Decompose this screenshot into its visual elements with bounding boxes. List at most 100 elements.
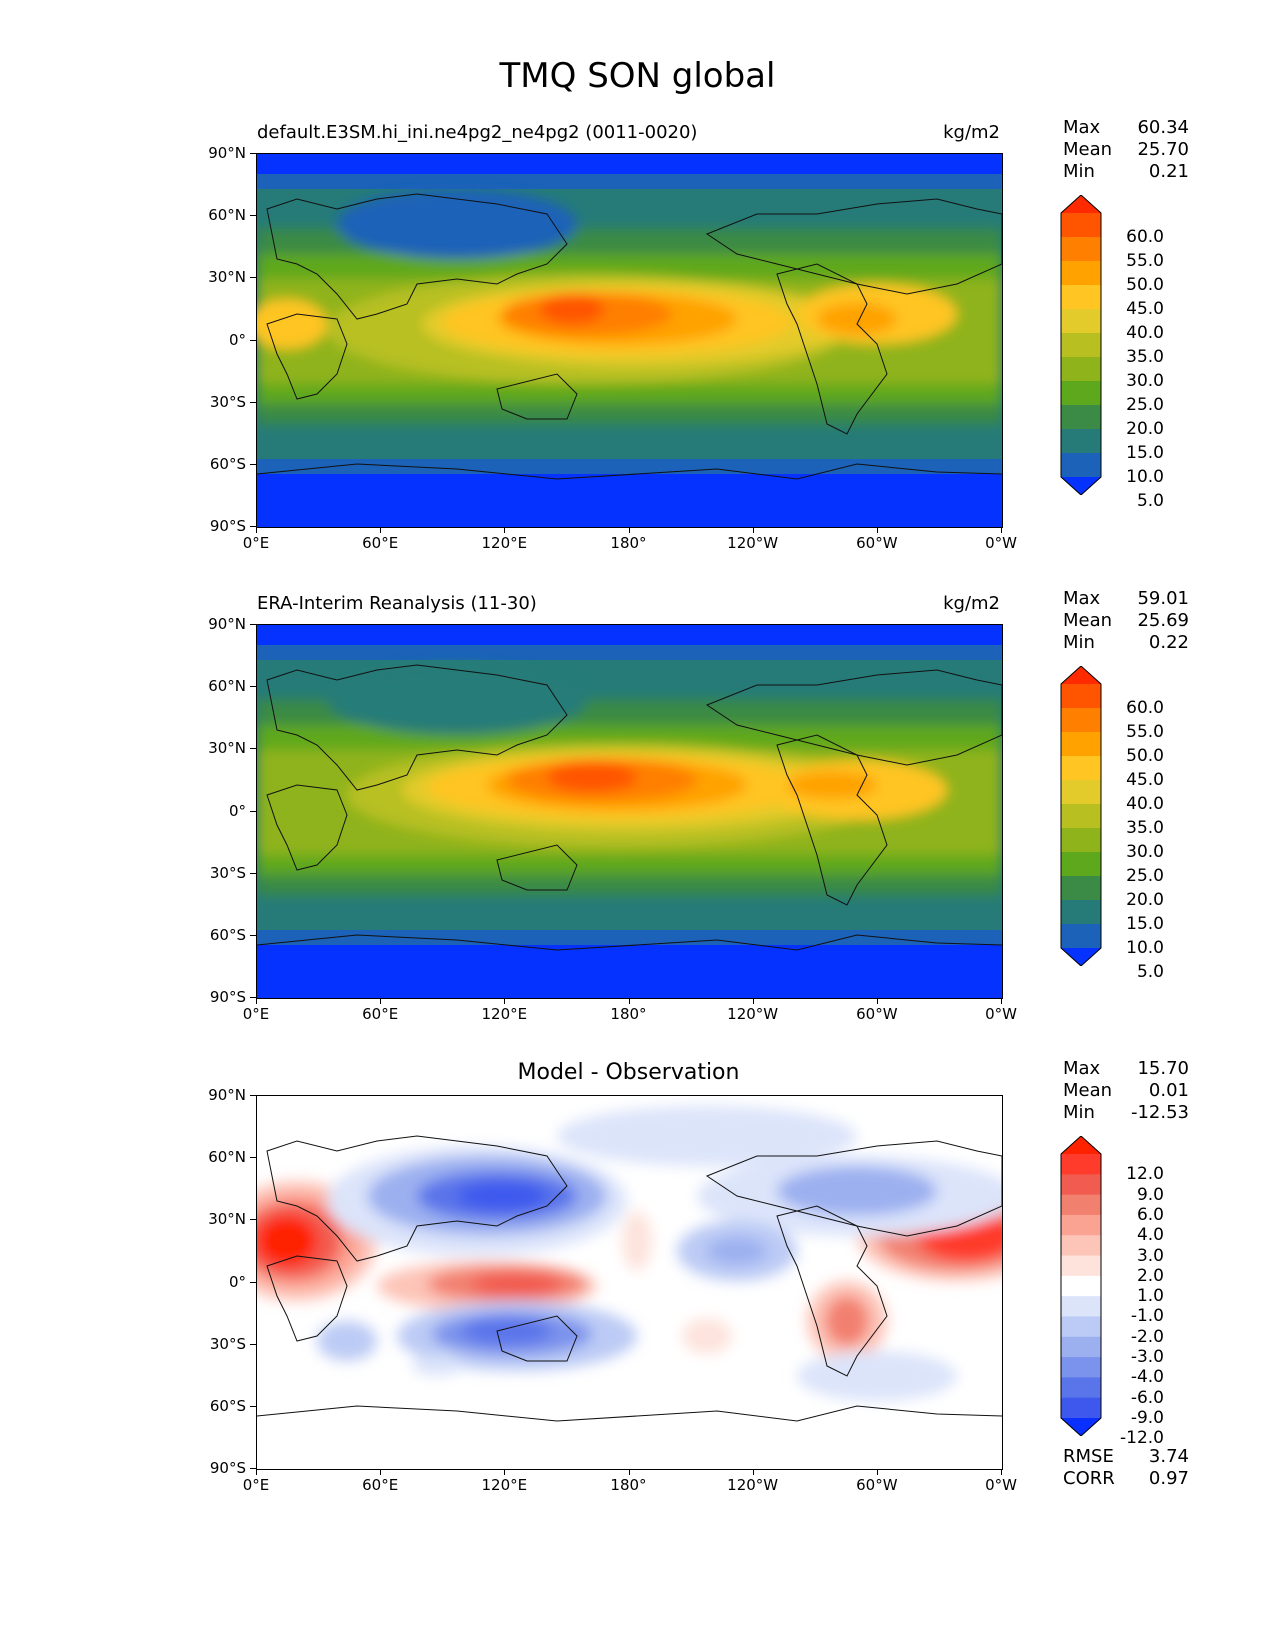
colorbar-diff: 12.0 9.0 6.0 4.0 3.0 2.0 1.0 -1.0 -2.0 -3.0 -4.0 -6… [1060, 1136, 1190, 1447]
colorbar-segment [1061, 453, 1101, 478]
colorbar-label: 2.0 [1136, 1265, 1164, 1286]
colorbar-segment [1061, 237, 1101, 262]
y-tick-mark [250, 1468, 256, 1469]
colorbar-label: 25.0 [1126, 866, 1164, 886]
colorbar-svg [1060, 1136, 1102, 1436]
stat-label-min-model: Min [1063, 161, 1095, 182]
x-tick-mark [628, 1469, 630, 1475]
x-tick-mark [380, 527, 382, 533]
colorbar-label: 60.0 [1126, 698, 1164, 718]
colorbar-outline [1060, 195, 1102, 495]
colorbar-label: 60.0 [1126, 227, 1164, 247]
y-tick-label: 60°N [208, 1148, 246, 1167]
colorbar-segment [1061, 852, 1101, 877]
colorbar-segment [1061, 333, 1101, 358]
y-tick-mark [250, 1219, 256, 1221]
y-tick-mark [250, 1343, 256, 1345]
colorbar-segment [1061, 1296, 1101, 1317]
colorbar-segment [1061, 1235, 1101, 1257]
colorbar-label: -4.0 [1130, 1367, 1164, 1388]
colorbar-label: -12.0 [1120, 1428, 1164, 1449]
stat-value-max-diff: 15.70 [1137, 1058, 1189, 1079]
x-tick-label: 0°W [985, 534, 1017, 552]
x-tick-label: 0°E [242, 1476, 270, 1494]
colorbar-label: 4.0 [1136, 1225, 1164, 1246]
y-tick-mark [250, 463, 256, 465]
colorbar-segment [1061, 876, 1101, 901]
page-title: TMQ SON global [499, 56, 776, 96]
stat-value-mean-obs: 25.69 [1137, 610, 1189, 631]
stat-value-mean-model: 25.70 [1137, 139, 1189, 160]
y-tick-mark [250, 748, 256, 750]
map-obs [256, 624, 1003, 999]
y-tick-mark [250, 277, 256, 279]
colorbar-segment [1061, 357, 1101, 382]
x-tick-mark [628, 998, 630, 1004]
colorbar-label: 15.0 [1126, 914, 1164, 934]
y-tick-mark [250, 1405, 256, 1407]
colorbar-segment [1061, 309, 1101, 334]
x-tick-label: 120°E [481, 1005, 528, 1023]
stat-label-min-obs: Min [1063, 632, 1095, 653]
x-tick-mark [876, 527, 878, 533]
colorbar-label: 5.0 [1136, 491, 1164, 511]
colorbar-label: -3.0 [1130, 1347, 1164, 1368]
y-tick-mark [250, 624, 256, 625]
x-tick-mark [752, 998, 754, 1004]
stat-label-mean-diff: Mean [1063, 1080, 1113, 1101]
colorbar-segment [1061, 405, 1101, 430]
colorbar-segment [1061, 1154, 1101, 1175]
stat-label-max-model: Max [1063, 117, 1101, 138]
x-tick-mark [1001, 1469, 1002, 1475]
colorbar-segment [1061, 1316, 1101, 1338]
x-tick-mark [504, 527, 506, 533]
x-tick-mark [380, 1469, 382, 1475]
colorbar-label: 40.0 [1126, 323, 1164, 343]
colorbar-segment [1061, 1194, 1101, 1216]
y-tick-label: 90°S [209, 517, 246, 535]
colorbar-segment [1061, 1214, 1101, 1236]
x-tick-mark [752, 527, 754, 533]
colorbar-label: 25.0 [1126, 395, 1164, 415]
map-model [256, 153, 1003, 528]
x-tick-mark [380, 998, 382, 1004]
y-tick-mark [250, 215, 256, 217]
x-tick-label: 60°W [856, 1476, 898, 1494]
colorbar-segment [1061, 1336, 1101, 1358]
y-tick-mark [250, 401, 256, 403]
colorbar-outline [1060, 1136, 1102, 1436]
colorbar-outline [1060, 666, 1102, 966]
x-tick-label: 120°W [727, 1476, 779, 1494]
colorbar-label: 40.0 [1126, 794, 1164, 814]
stat-value-mean-diff: 0.01 [1148, 1080, 1189, 1101]
y-tick-mark [250, 526, 256, 527]
colorbar-label: -1.0 [1130, 1306, 1164, 1327]
y-tick-label: 30°S [209, 1334, 246, 1353]
colorbar-label: 12.0 [1126, 1164, 1164, 1185]
x-tick-label: 60°E [362, 1005, 399, 1023]
x-tick-mark [752, 1469, 754, 1475]
panel-units-obs: kg/m2 [943, 593, 1000, 614]
stat-label-mean-obs: Mean [1063, 610, 1113, 631]
colorbar-segment [1061, 213, 1101, 238]
stat-label-corr: CORR [1063, 1468, 1115, 1489]
map-diff [256, 1095, 1003, 1470]
stat-value-min-model: 0.21 [1148, 161, 1189, 182]
stat-label-mean-model: Mean [1063, 139, 1113, 160]
stat-value-max-obs: 59.01 [1137, 588, 1189, 609]
colorbar-segment [1061, 828, 1101, 853]
tmq-diff-field [257, 1096, 1002, 1469]
y-tick-label: 60°N [208, 677, 246, 696]
colorbar-segment [1061, 684, 1101, 709]
colorbar-extend-bottom [1061, 477, 1101, 495]
panel-title-obs: ERA-Interim Reanalysis (11-30) [257, 593, 537, 614]
colorbar-obs: 60.0 55.0 50.0 45.0 40.0 35.0 30.0 25.0 20.0 15.0… [1060, 666, 1190, 981]
stat-value-corr: 0.97 [1148, 1468, 1189, 1489]
stat-value-min-obs: 0.22 [1148, 632, 1189, 653]
stat-label-max-diff: Max [1063, 1058, 1101, 1079]
colorbar-segment [1061, 1255, 1101, 1277]
stat-label-min-diff: Min [1063, 1102, 1095, 1123]
x-tick-label: 0°E [242, 534, 270, 552]
colorbar-segment [1061, 708, 1101, 733]
x-tick-label: 60°E [362, 534, 399, 552]
